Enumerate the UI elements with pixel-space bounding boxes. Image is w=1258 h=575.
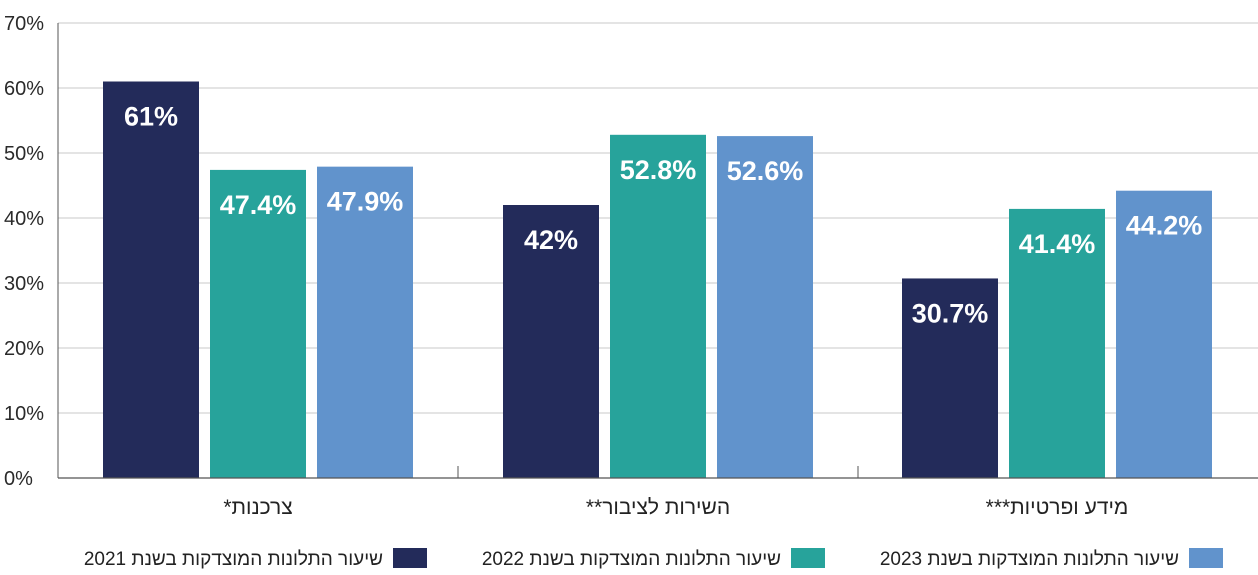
bar-3-2 — [717, 136, 813, 478]
data-label: 30.7% — [912, 298, 989, 328]
legend: שיעור התלונות המוצדקות בשנת 2021 שיעור הת… — [84, 548, 1223, 570]
y-tick-label: 20% — [4, 338, 44, 360]
data-label: 47.4% — [220, 190, 297, 220]
bar-1-1 — [103, 81, 199, 478]
y-tick-label: 10% — [4, 403, 44, 425]
bar-2-2 — [610, 134, 706, 479]
legend-swatch — [1189, 548, 1223, 568]
category-label: מידע ופרטיות*** — [986, 496, 1129, 519]
bar-2-3 — [1009, 208, 1105, 478]
bar-2-1 — [210, 169, 306, 478]
y-tick-label: 60% — [4, 78, 44, 100]
data-label: 47.9% — [327, 187, 404, 217]
category-label: צרכנות* — [223, 496, 292, 519]
y-axis-ticks: 0% 10% 20% 30% 40% 50% 60% 70% — [4, 13, 44, 490]
data-labels: 61% 47.4% 47.9% 42% 52.8% 52.6% 30.7% 41.4% 44.2… — [124, 102, 1202, 329]
bar-1-3 — [902, 278, 998, 478]
data-label: 41.4% — [1019, 229, 1096, 259]
data-label: 44.2% — [1126, 211, 1203, 241]
legend-swatch — [791, 548, 825, 568]
y-tick-label: 50% — [4, 143, 44, 165]
legend-swatch — [393, 548, 427, 568]
data-label: 42% — [524, 225, 578, 255]
category-label: השירות לציבור** — [586, 496, 730, 519]
data-label: 52.6% — [727, 156, 804, 186]
data-label: 61% — [124, 102, 178, 132]
legend-label: שיעור התלונות המוצדקות בשנת 2021 — [84, 549, 383, 570]
y-tick-label: 40% — [4, 208, 44, 230]
bar-3-3 — [1116, 190, 1212, 478]
bar-1-2 — [503, 205, 599, 478]
legend-label: שיעור התלונות המוצדקות בשנת 2023 — [880, 549, 1179, 570]
data-label: 52.8% — [620, 155, 697, 185]
y-tick-label: 0% — [4, 468, 33, 490]
x-axis — [57, 23, 1258, 479]
bars — [103, 81, 1212, 479]
category-labels: צרכנות* השירות לציבור** מידע ופרטיות*** — [223, 496, 1128, 519]
y-tick-label: 30% — [4, 273, 44, 295]
legend-label: שיעור התלונות המוצדקות בשנת 2022 — [482, 549, 781, 570]
bar-3-1 — [317, 166, 413, 478]
y-tick-label: 70% — [4, 13, 44, 35]
